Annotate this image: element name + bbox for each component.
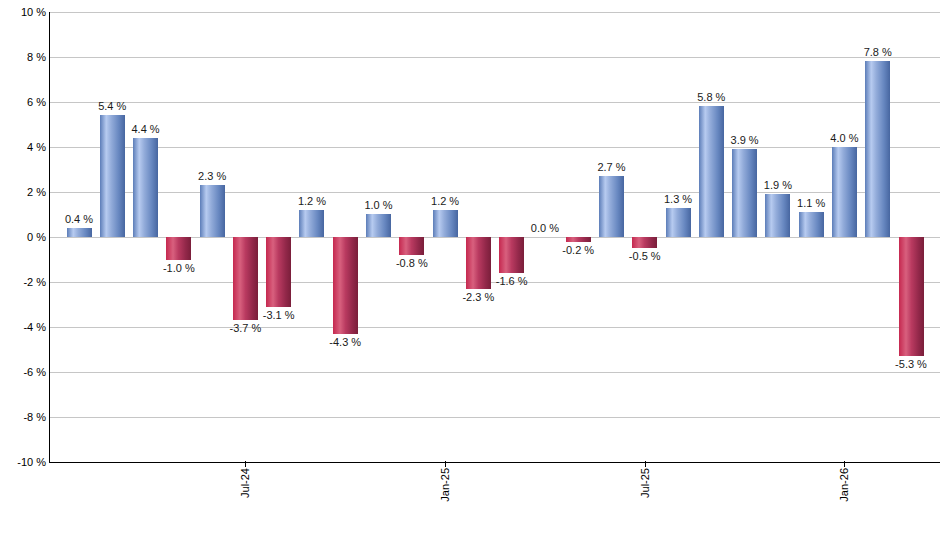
bar-value-label: -0.5 % [629,250,661,262]
bar-value-label: -1.0 % [163,262,195,274]
bar-value-label: 5.4 % [98,100,126,112]
bar-value-label: 1.0 % [364,199,392,211]
bar-value-label: -4.3 % [329,336,361,348]
positive-bar [799,212,824,237]
y-axis-tick-label: -4 % [2,321,46,333]
positive-bar [299,210,324,237]
negative-bar [266,237,291,307]
bar-value-label: 0.0 % [531,222,559,234]
positive-bar [666,208,691,237]
y-axis-tick-label: 2 % [2,186,46,198]
bar-value-label: -1.6 % [496,275,528,287]
bar-value-label: 1.1 % [797,197,825,209]
x-axis-tick [844,461,845,467]
y-axis-tick-label: -8 % [2,411,46,423]
y-gridline [50,12,940,13]
bar-value-label: 0.4 % [65,213,93,225]
positive-bar [732,149,757,237]
negative-bar [632,237,657,248]
bar-value-label: 1.3 % [664,193,692,205]
x-axis-tick-label: Jul-24 [239,468,251,512]
positive-bar [765,194,790,237]
positive-bar [599,176,624,237]
bar-value-label: 1.2 % [431,195,459,207]
y-gridline [50,417,940,418]
bar-value-label: 7.8 % [864,46,892,58]
y-gridline [50,102,940,103]
bar-value-label: 2.3 % [198,170,226,182]
x-axis-tick [445,461,446,467]
bar-value-label: -5.3 % [895,358,927,370]
negative-bar [566,237,591,242]
bar-value-label: -0.8 % [396,257,428,269]
x-axis-tick [245,461,246,467]
positive-bar [865,61,890,237]
negative-bar [499,237,524,273]
bar-value-label: -2.3 % [462,291,494,303]
y-axis-tick-label: -6 % [2,366,46,378]
x-axis-line [49,462,940,463]
negative-bar [466,237,491,289]
x-axis-tick-label: Jul-25 [639,468,651,512]
negative-bar [899,237,924,356]
bar-value-label: 4.4 % [131,123,159,135]
monthly-returns-bar-chart: 10 % 8 % 6 % 4 % 2 % 0 % -2 % -4 % -6 % -8 % -10 %… [0,0,940,550]
positive-bar [200,185,225,237]
positive-bar [366,214,391,237]
bar-value-label: 2.7 % [597,161,625,173]
x-axis-tick-label: Jan-26 [838,468,850,512]
y-gridline [50,192,940,193]
positive-bar [100,115,125,237]
bar-value-label: -3.7 % [229,322,261,334]
bar-value-label: 3.9 % [731,134,759,146]
y-axis-tick-label: 4 % [2,141,46,153]
bar-value-label: 1.2 % [298,195,326,207]
y-axis-tick-label: 8 % [2,51,46,63]
y-axis-tick-label: 10 % [2,6,46,18]
x-axis-tick [645,461,646,467]
positive-bar [832,147,857,237]
y-axis-tick-label: -10 % [2,456,46,468]
y-axis-tick-label: -2 % [2,276,46,288]
negative-bar [333,237,358,334]
positive-bar [67,228,92,237]
y-gridline [50,327,940,328]
y-gridline [50,372,940,373]
bar-value-label: 1.9 % [764,179,792,191]
y-gridline [50,57,940,58]
positive-bar [433,210,458,237]
y-axis-tick-label: 6 % [2,96,46,108]
positive-bar [699,106,724,237]
bar-value-label: 5.8 % [697,91,725,103]
y-gridline [50,147,940,148]
bar-value-label: -3.1 % [263,309,295,321]
negative-bar [166,237,191,260]
bar-value-label: 4.0 % [830,132,858,144]
y-axis-line [49,12,50,463]
negative-bar [399,237,424,255]
x-axis-tick-label: Jan-25 [439,468,451,512]
negative-bar [233,237,258,320]
bar-value-label: -0.2 % [562,244,594,256]
positive-bar [133,138,158,237]
y-axis-tick-label: 0 % [2,231,46,243]
